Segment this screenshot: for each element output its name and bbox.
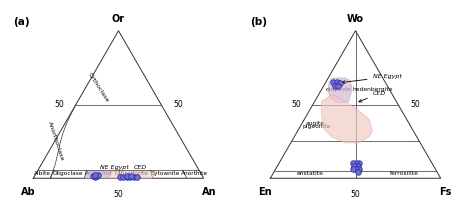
Text: 50: 50: [114, 190, 123, 199]
Text: NE Egypt: NE Egypt: [342, 74, 401, 83]
Text: Wo: Wo: [347, 14, 364, 24]
Text: 50: 50: [291, 100, 301, 109]
Text: Oligoclase: Oligoclase: [53, 171, 83, 176]
Text: Or: Or: [112, 14, 125, 24]
Text: (a): (a): [13, 17, 29, 27]
Text: CED: CED: [359, 90, 386, 102]
Text: Bytownite: Bytownite: [151, 171, 180, 176]
Text: Labradorite: Labradorite: [114, 171, 148, 176]
Text: 50: 50: [351, 190, 360, 199]
Text: augite: augite: [306, 121, 325, 126]
Text: NE Egypt: NE Egypt: [100, 166, 129, 171]
Text: 50: 50: [173, 100, 183, 109]
Text: 50: 50: [410, 100, 420, 109]
Text: hedenbergite: hedenbergite: [352, 87, 393, 92]
Polygon shape: [84, 172, 112, 178]
Text: Andesine: Andesine: [85, 171, 112, 176]
Text: Anorthite: Anorthite: [181, 171, 208, 176]
Text: (b): (b): [250, 17, 267, 27]
Text: Fs: Fs: [439, 187, 452, 197]
Text: En: En: [258, 187, 272, 197]
Text: An: An: [201, 187, 216, 197]
Text: CED: CED: [134, 166, 147, 171]
Polygon shape: [328, 78, 352, 103]
Text: diopside: diopside: [326, 87, 351, 92]
Polygon shape: [321, 94, 373, 143]
Text: Albite: Albite: [34, 171, 51, 176]
Text: enstatite: enstatite: [297, 171, 324, 176]
Text: Ab: Ab: [21, 187, 36, 197]
Text: ferrosilite: ferrosilite: [390, 171, 419, 176]
Text: Anorthoclase: Anorthoclase: [47, 120, 64, 161]
Polygon shape: [108, 172, 156, 178]
Text: Orthoclase: Orthoclase: [87, 72, 109, 104]
Text: 50: 50: [54, 100, 64, 109]
Text: pigeonite: pigeonite: [303, 124, 331, 129]
